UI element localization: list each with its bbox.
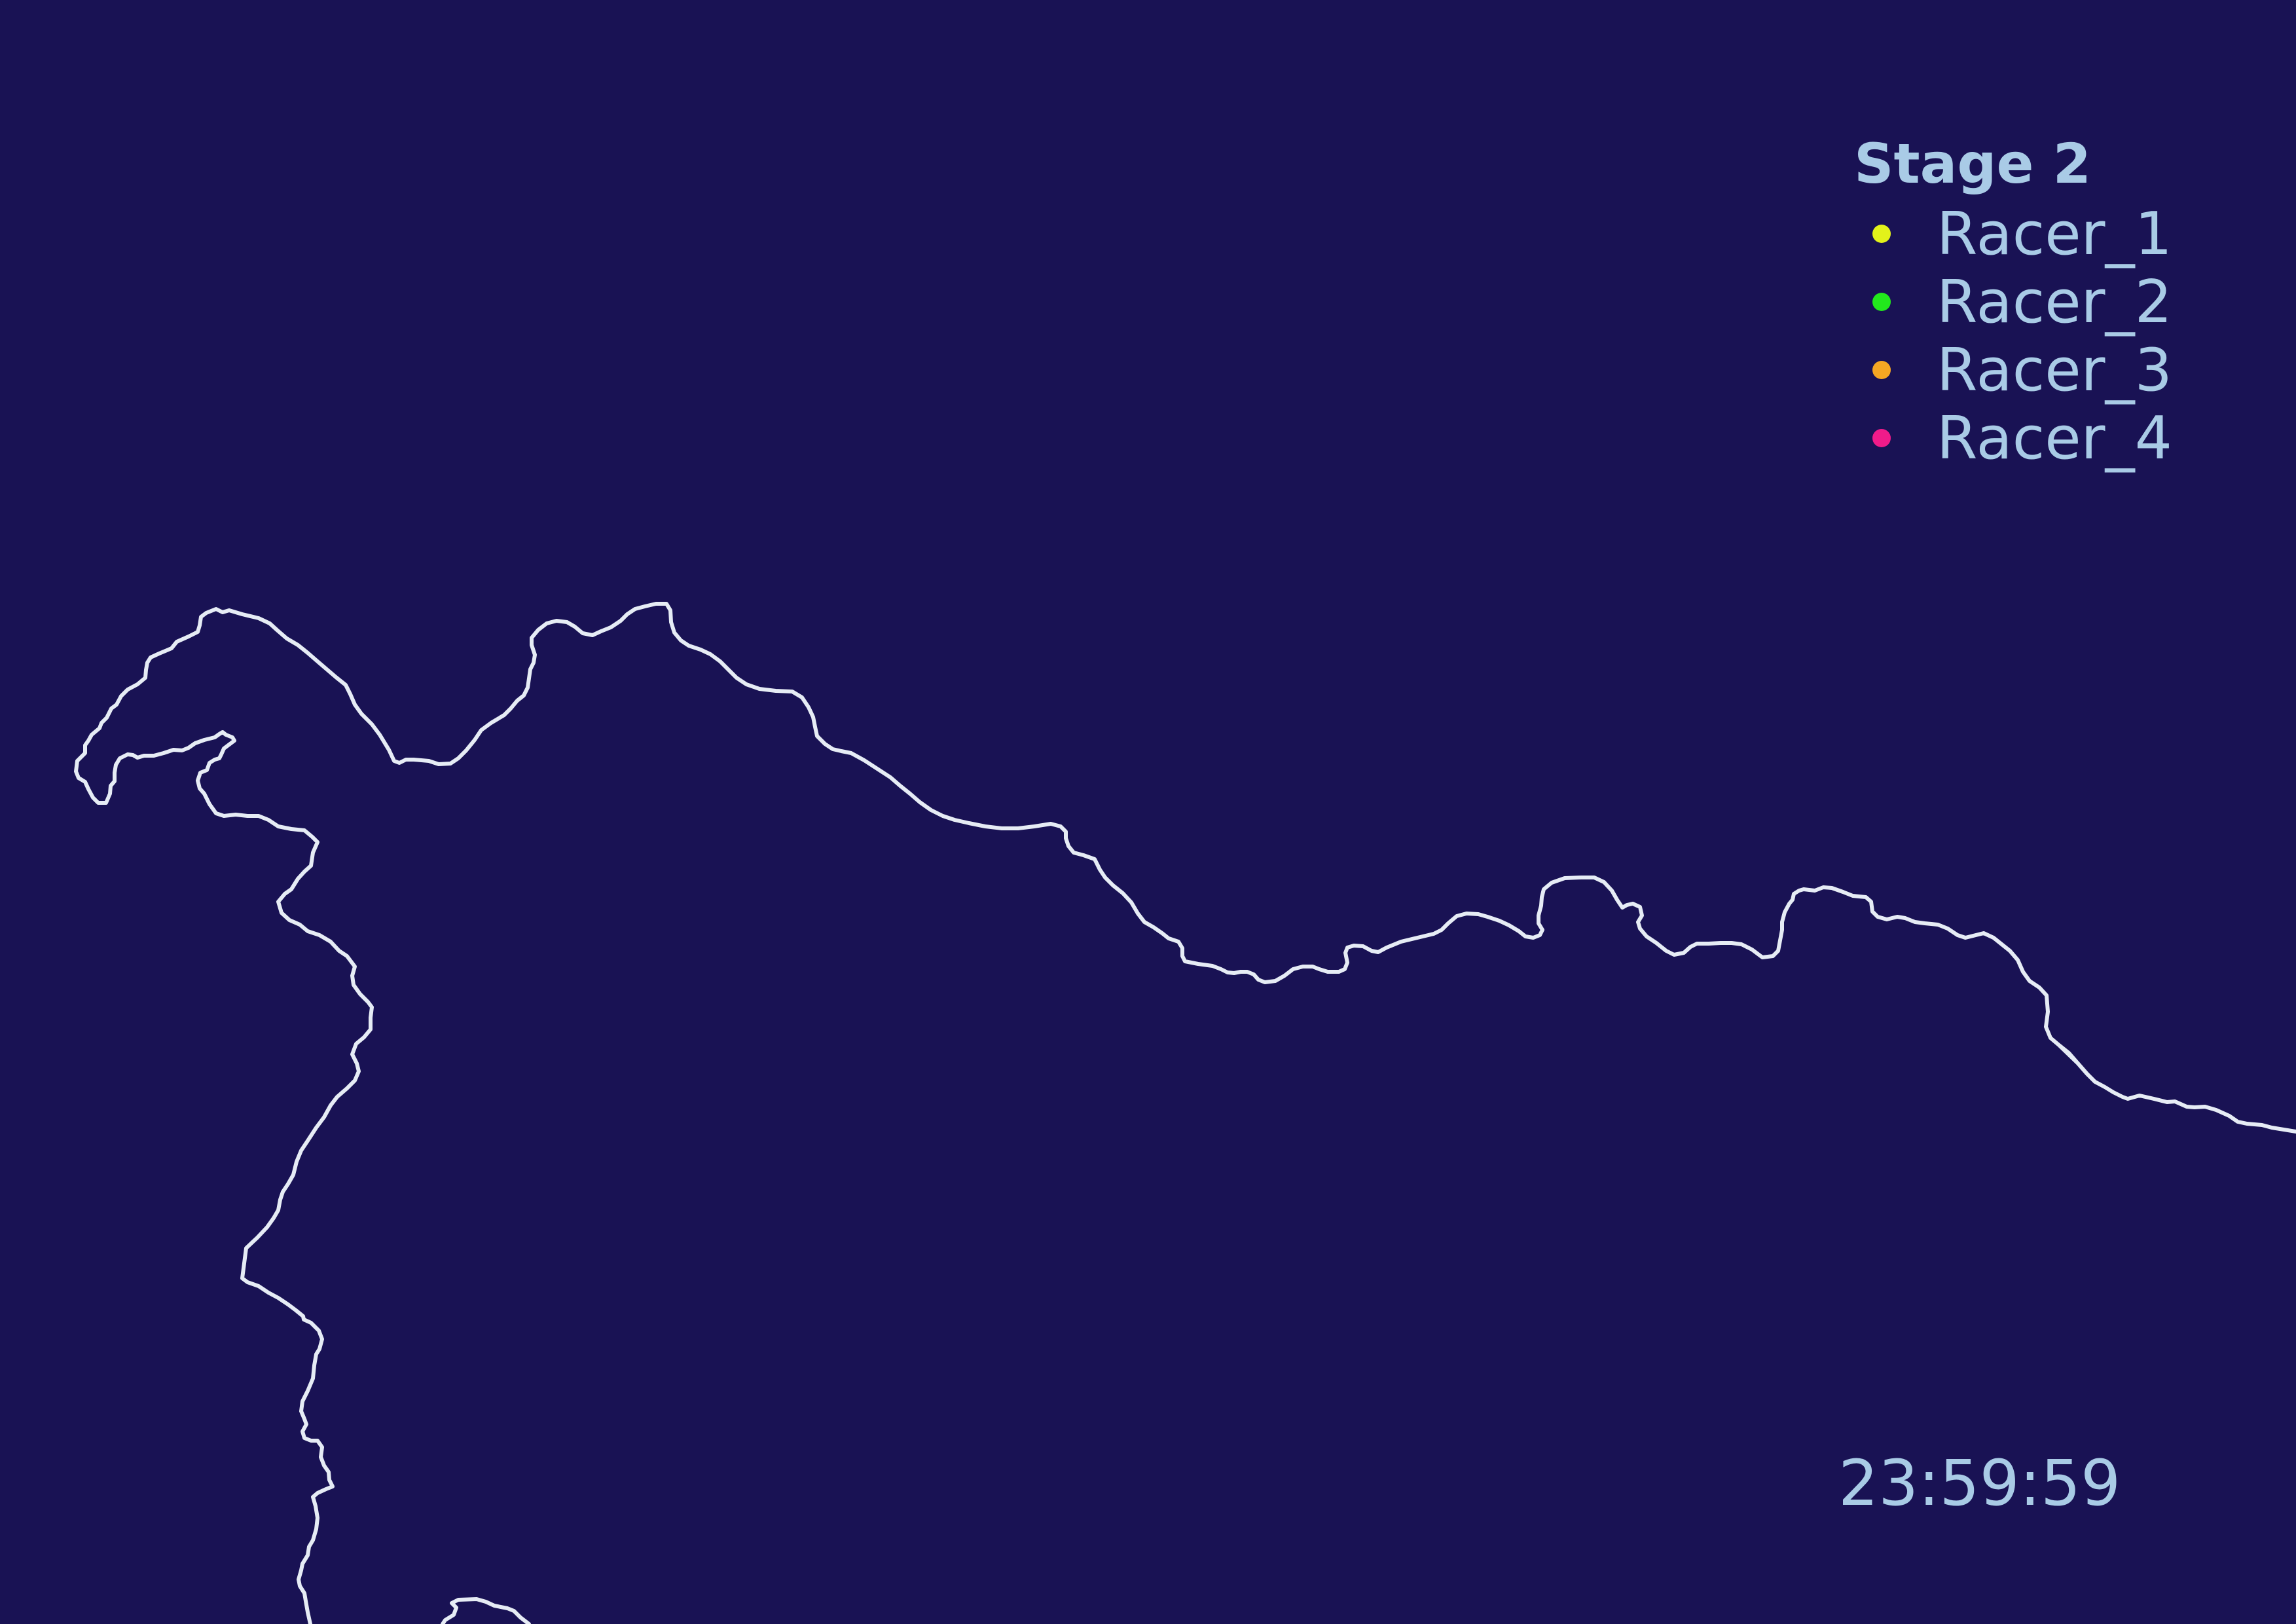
race-clock: 23:59:59 xyxy=(1838,1447,2121,1520)
legend-title: Stage 2 xyxy=(1854,132,2092,196)
racer-4-marker-icon xyxy=(1872,429,1891,447)
legend-label: Racer_3 xyxy=(1937,335,2172,405)
racer-2-marker-icon xyxy=(1872,293,1891,311)
legend-item-racer-1[interactable]: Racer_1 xyxy=(1872,200,2172,268)
legend: Stage 2 Racer_1 Racer_2 Racer_3 Racer_4 xyxy=(1854,128,2172,473)
route-outline xyxy=(74,602,2296,1624)
legend-label: Racer_2 xyxy=(1937,267,2172,337)
racer-3-marker-icon xyxy=(1872,361,1891,379)
legend-label: Racer_1 xyxy=(1937,199,2172,268)
legend-item-racer-4[interactable]: Racer_4 xyxy=(1872,403,2172,473)
racer-1-marker-icon xyxy=(1872,225,1891,243)
legend-label: Racer_4 xyxy=(1937,403,2172,473)
legend-item-racer-3[interactable]: Racer_3 xyxy=(1872,335,2172,405)
legend-item-racer-2[interactable]: Racer_2 xyxy=(1872,267,2172,337)
